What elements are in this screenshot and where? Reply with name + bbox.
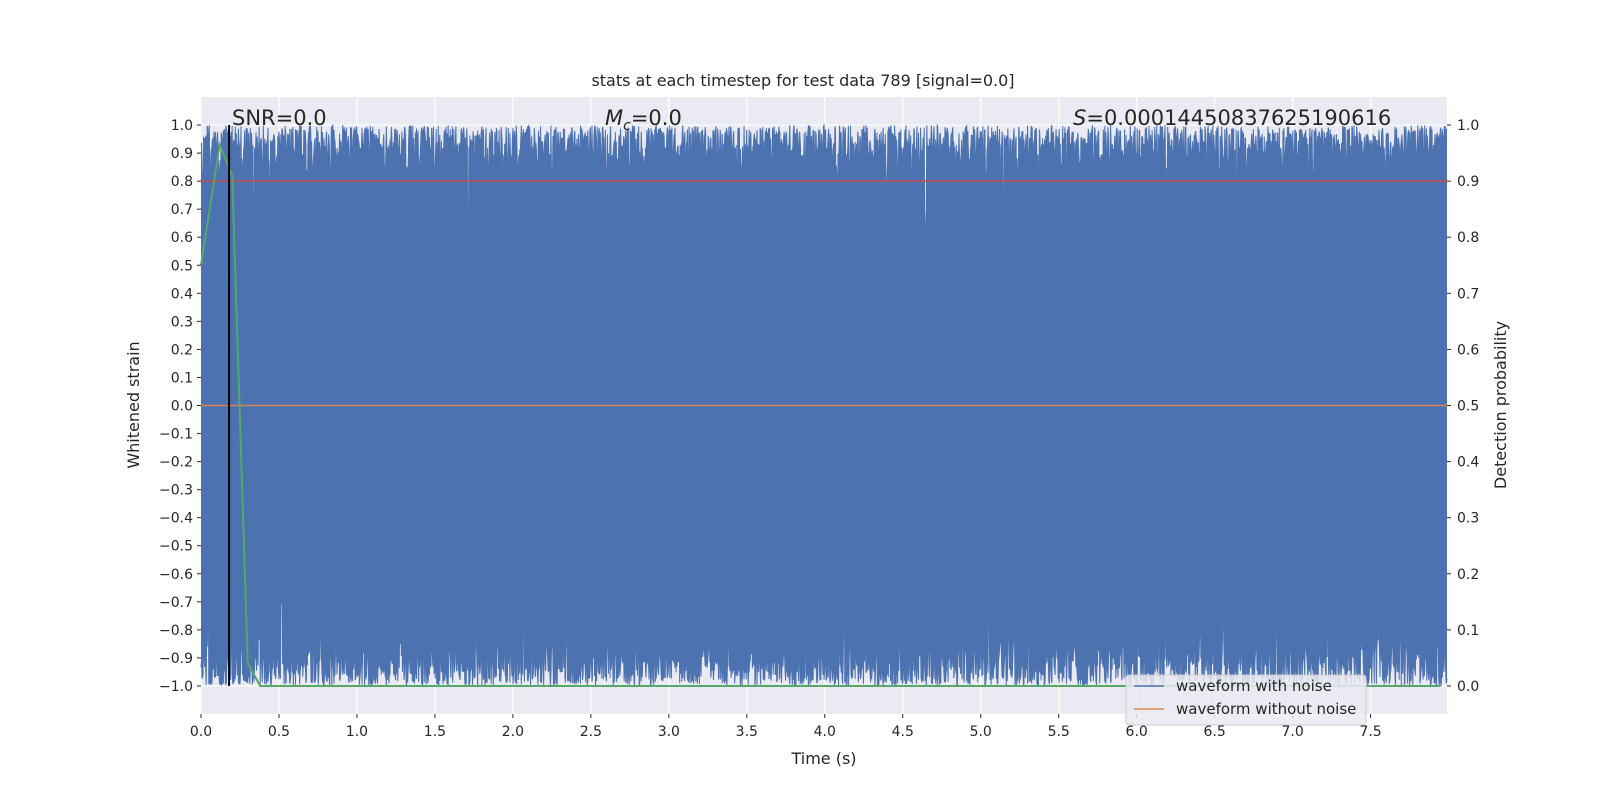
- y-tick-label: −0.7: [159, 595, 193, 611]
- snr-annotation: SNR=0.0: [232, 106, 327, 130]
- noise-lower-edge: [200, 492, 1448, 688]
- legend-label-noise: waveform with noise: [1176, 677, 1332, 695]
- y-tick-label: 1.0: [171, 118, 193, 134]
- y-tick-label: 0.8: [171, 174, 193, 190]
- y2-tick-label: 0.1: [1457, 623, 1479, 639]
- legend: waveform with noise waveform without noi…: [1125, 674, 1367, 726]
- y2-tick-label: 0.0: [1457, 679, 1479, 695]
- x-tick-label: 0.5: [268, 724, 290, 740]
- x-tick-label: 5.5: [1048, 724, 1070, 740]
- y2-tick-label: 0.6: [1457, 342, 1479, 358]
- y2-tick-label: 0.4: [1457, 455, 1479, 471]
- y-tick-label: −0.8: [159, 623, 193, 639]
- x-tick-label: 5.0: [970, 724, 992, 740]
- s-annotation: S=0.0001445083762519061​6: [1073, 106, 1391, 130]
- y2-tick-label: 1.0: [1457, 118, 1479, 134]
- legend-box: [1125, 674, 1367, 726]
- x-tick-label: 7.5: [1359, 724, 1381, 740]
- y-tick-label: 0.5: [171, 258, 193, 274]
- y2-tick-label: 0.5: [1457, 399, 1479, 415]
- y-tick-label: −0.2: [159, 455, 193, 471]
- overlay-lines: [200, 125, 1447, 687]
- s-value: =0.0001445083762519061​6: [1086, 106, 1391, 130]
- y2-axis-label: Detection probability: [1491, 321, 1510, 489]
- legend-label-clean: waveform without noise: [1176, 700, 1356, 718]
- y2-tick-label: 0.8: [1457, 230, 1479, 246]
- s-symbol: S: [1073, 106, 1086, 130]
- x-tick-label: 2.5: [580, 724, 602, 740]
- x-tick-label: 0.0: [190, 724, 212, 740]
- x-tick-label: 4.5: [892, 724, 914, 740]
- y-tick-label: −1.0: [159, 679, 193, 695]
- y-axis-label: Whitened strain: [124, 341, 143, 468]
- x-tick-label: 1.0: [346, 724, 368, 740]
- y-tick-label: −0.4: [159, 511, 193, 527]
- y2-tick-label: 0.7: [1457, 286, 1479, 302]
- chirp-mass-symbol: M: [605, 106, 623, 130]
- x-axis-label: Time (s): [790, 749, 856, 768]
- detection-probability-line: [200, 140, 1441, 687]
- y-tick-label: 0.9: [171, 146, 193, 162]
- x-tick-label: 4.0: [814, 724, 836, 740]
- y2-tick-label: 0.3: [1457, 511, 1479, 527]
- y-tick-label: 0.0: [171, 399, 193, 415]
- x-tick-label: 3.5: [736, 724, 758, 740]
- x-tick-label: 7.0: [1281, 724, 1303, 740]
- y-tick-label: 0.4: [171, 286, 193, 302]
- y-tick-label: 0.7: [171, 202, 193, 218]
- y2-tick-label: 0.9: [1457, 174, 1479, 190]
- noise-upper-edge: [200, 123, 1448, 297]
- y2-tick-label: 0.2: [1457, 567, 1479, 583]
- y-tick-label: 0.1: [171, 370, 193, 386]
- y-tick-label: −0.3: [159, 483, 193, 499]
- y-tick-label: −0.1: [159, 427, 193, 443]
- y-tick-label: 0.2: [171, 342, 193, 358]
- x-tick-label: 6.5: [1204, 724, 1226, 740]
- y-tick-label: 0.6: [171, 230, 193, 246]
- axes-ticks: 0.0 0.5 1.0 1.5 2.0 2.5 3.0 3.5 4.0 4.5 5.0 5.5 6.0 6…: [159, 118, 1479, 740]
- x-tick-label: 1.5: [424, 724, 446, 740]
- x-tick-label: 6.0: [1126, 724, 1148, 740]
- y-tick-label: −0.9: [159, 651, 193, 667]
- y-tick-label: 0.3: [171, 314, 193, 330]
- y-tick-label: −0.5: [159, 539, 193, 555]
- x-tick-label: 2.0: [502, 724, 524, 740]
- chirp-mass-annotation: Mc=0.0: [605, 106, 682, 134]
- y-tick-label: −0.6: [159, 567, 193, 583]
- x-tick-label: 3.0: [658, 724, 680, 740]
- chirp-mass-subscript: c: [623, 118, 631, 134]
- chirp-mass-value: =0.0: [631, 106, 682, 130]
- chart-title: stats at each timestep for test data 789…: [591, 71, 1014, 90]
